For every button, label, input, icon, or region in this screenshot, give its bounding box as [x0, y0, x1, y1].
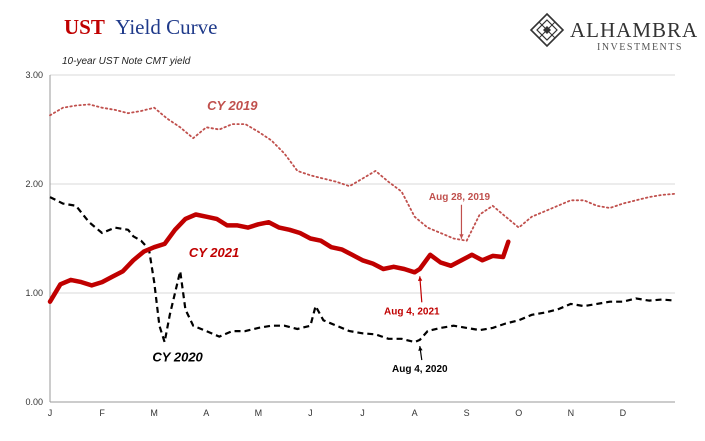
x-tick-label: D — [620, 408, 627, 418]
x-tick-label: J — [308, 408, 313, 418]
annotation-aug-28-2019-arrow — [459, 204, 464, 239]
chart-title: UST Yield Curve — [64, 15, 217, 39]
series-line-cy-2019 — [49, 103, 676, 242]
x-tick-label: O — [515, 408, 522, 418]
annotation-aug-4-2020: Aug 4, 2020 — [392, 364, 448, 375]
brand-logo: ALHAMBRA INVESTMENTS — [529, 12, 698, 53]
annotation-aug-4-2020-arrow — [418, 345, 423, 361]
y-tick-label: 3.00 — [25, 70, 43, 80]
title-yield-curve: Yield Curve — [115, 15, 217, 39]
annotation-cy-2020: CY 2020 — [152, 350, 203, 365]
x-tick-label: A — [412, 408, 418, 418]
annotation-layer: CY 2019 CY 2020 CY 2021 Aug 28, 2019 Aug 4, … — [152, 98, 490, 375]
y-tick-label: 0.00 — [25, 397, 43, 407]
series-line-cy-2020 — [49, 196, 676, 344]
x-tick-label: N — [568, 408, 575, 418]
annotation-cy-2021: CY 2021 — [189, 245, 239, 260]
title-ust: UST — [64, 15, 105, 39]
chart-subtitle: 10-year UST Note CMT yield — [62, 56, 191, 67]
annotation-aug-28-2019: Aug 28, 2019 — [429, 192, 491, 203]
y-tick-label: 2.00 — [25, 179, 43, 189]
x-tick-label: J — [48, 408, 53, 418]
y-gridlines — [50, 74, 675, 294]
brand-name: ALHAMBRA — [570, 18, 698, 42]
y-tick-labels: 0.00 1.00 2.00 3.00 — [25, 70, 43, 407]
x-tick-label: F — [99, 408, 105, 418]
x-tick-label: S — [464, 408, 470, 418]
series-line-cy-2021 — [47, 212, 511, 304]
brand-sub: INVESTMENTS — [597, 42, 683, 53]
y-tick-label: 1.00 — [25, 288, 43, 298]
annotation-cy-2019: CY 2019 — [207, 98, 258, 113]
x-tick-label: A — [203, 408, 209, 418]
x-tick-label: M — [255, 408, 263, 418]
series-layer — [47, 103, 676, 344]
x-tick-label: M — [150, 408, 158, 418]
alhambra-diamond-icon — [529, 12, 565, 48]
annotation-aug-4-2021: Aug 4, 2021 — [384, 306, 440, 317]
annotation-aug-4-2021-arrow — [417, 276, 423, 303]
x-tick-label: J — [360, 408, 365, 418]
